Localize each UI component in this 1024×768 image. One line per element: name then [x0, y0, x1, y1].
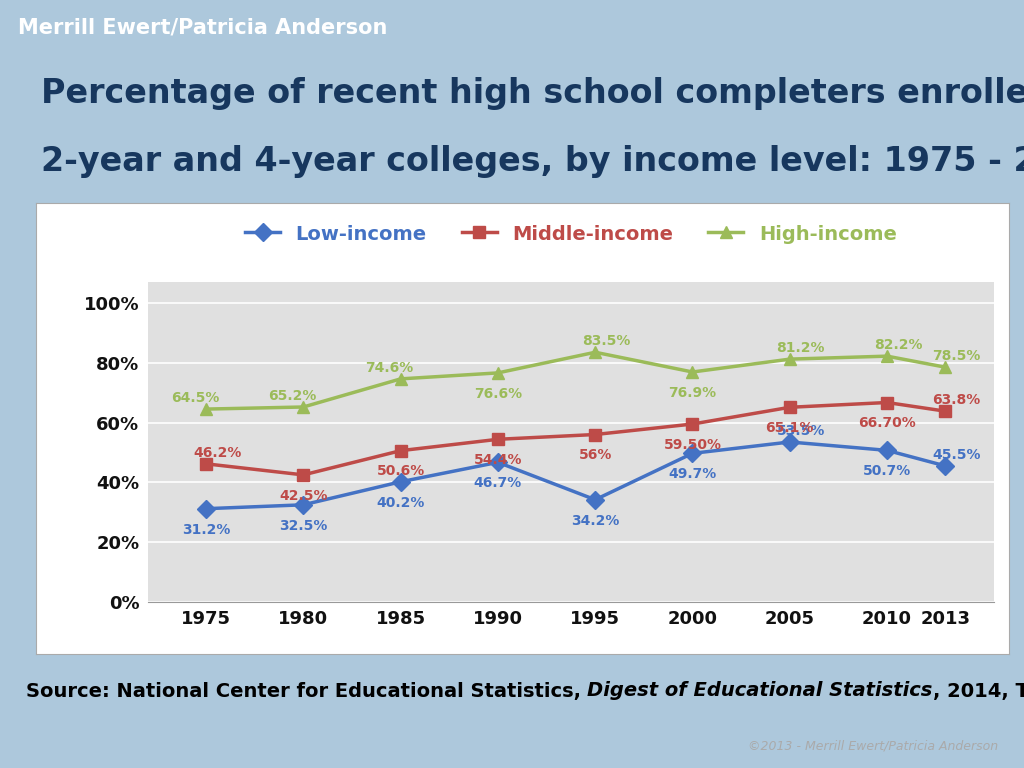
Text: Percentage of recent high school completers enrolled in: Percentage of recent high school complet… [41, 77, 1024, 110]
Text: 50.6%: 50.6% [377, 465, 425, 478]
Text: 50.7%: 50.7% [863, 464, 911, 478]
Text: 53.5%: 53.5% [776, 424, 825, 438]
Text: ©2013 - Merrill Ewert/Patricia Anderson: ©2013 - Merrill Ewert/Patricia Anderson [749, 740, 998, 753]
Text: 74.6%: 74.6% [366, 361, 414, 375]
Text: Merrill Ewert/Patricia Anderson: Merrill Ewert/Patricia Anderson [18, 17, 388, 37]
Text: 63.8%: 63.8% [933, 393, 981, 407]
Text: 76.9%: 76.9% [669, 386, 717, 400]
Text: 65.2%: 65.2% [268, 389, 316, 403]
Text: 42.5%: 42.5% [280, 488, 328, 503]
Text: 49.7%: 49.7% [669, 467, 717, 482]
Text: 40.2%: 40.2% [377, 495, 425, 510]
Text: 78.5%: 78.5% [932, 349, 981, 363]
Text: 82.2%: 82.2% [873, 338, 923, 352]
Text: 45.5%: 45.5% [932, 448, 981, 462]
Text: Source: National Center for Educational Statistics,: Source: National Center for Educational … [26, 681, 588, 700]
Text: 46.7%: 46.7% [474, 476, 522, 490]
Text: 31.2%: 31.2% [182, 522, 230, 537]
Text: 64.5%: 64.5% [171, 391, 219, 405]
Text: 32.5%: 32.5% [280, 518, 328, 533]
Text: 2-year and 4-year colleges, by income level: 1975 - 2013: 2-year and 4-year colleges, by income le… [41, 145, 1024, 178]
Text: 46.2%: 46.2% [193, 445, 242, 460]
Text: 66.70%: 66.70% [858, 416, 915, 430]
Text: 56%: 56% [579, 449, 612, 462]
Text: 81.2%: 81.2% [776, 341, 825, 355]
Legend: Low-income, Middle-income, High-income: Low-income, Middle-income, High-income [245, 224, 897, 244]
Text: 59.50%: 59.50% [664, 438, 722, 452]
Text: 76.6%: 76.6% [474, 387, 522, 401]
Text: Digest of Educational Statistics: Digest of Educational Statistics [588, 681, 933, 700]
Text: 34.2%: 34.2% [571, 514, 620, 528]
Text: 54.4%: 54.4% [474, 453, 522, 467]
Text: , 2014, Table 302.30: , 2014, Table 302.30 [933, 681, 1024, 700]
Text: 65.1%: 65.1% [766, 421, 814, 435]
Text: 83.5%: 83.5% [582, 334, 631, 348]
